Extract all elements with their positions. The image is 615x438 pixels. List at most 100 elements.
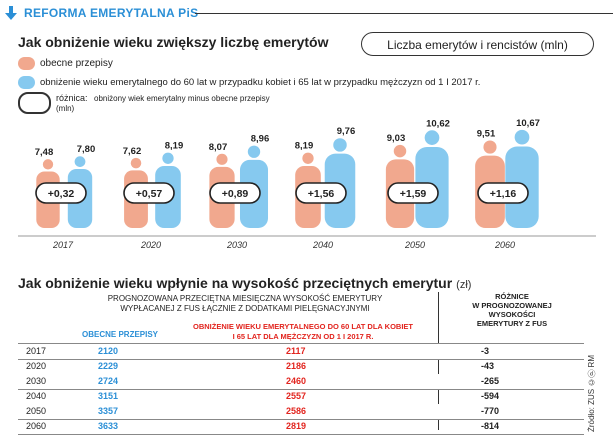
bar-lowered-2050: [415, 130, 449, 228]
difference-label-2040: +1,56: [308, 188, 335, 200]
difference-pill-2060: [477, 182, 529, 204]
value-label-current-2040: 8,19: [295, 141, 314, 152]
unit-label-box: Liczba emerytów i rencistów (mln): [361, 32, 594, 56]
table-row: 2050 3357 2586 -770: [18, 404, 584, 420]
table-row: 2030 2724 2460 -265: [18, 374, 584, 390]
legend-diff-title: różnica:: [56, 93, 88, 103]
cell-current: 3151: [98, 391, 119, 401]
legend-label-current: obecne przepisy: [40, 58, 113, 69]
section1-title: Jak obniżenie wieku zwiększy liczbę emer…: [18, 34, 329, 50]
x-tick-label-2020: 2020: [140, 240, 161, 250]
section2-unit: (zł): [456, 279, 472, 291]
table-header-diff-line1: RÓŻNICE: [495, 292, 529, 301]
bar-lowered-2040-head: [333, 138, 347, 152]
value-label-lowered-2040: 9,76: [337, 126, 356, 137]
cell-year: 2060: [26, 421, 47, 431]
legend-diff-unit: (mln): [56, 104, 75, 113]
difference-pill-2050: [387, 182, 439, 204]
legend-swatch-lowered: [18, 76, 35, 89]
bar-current-2020-head: [130, 157, 142, 169]
cell-diff: -265: [481, 376, 500, 386]
difference-pill-2017: [35, 182, 87, 204]
header-divider: [195, 13, 613, 14]
table-column-divider: [438, 292, 439, 430]
value-label-current-2030: 8,07: [209, 142, 228, 153]
legend-diff-label: różnica: obniżony wiek emerytalny minus …: [56, 93, 270, 103]
bar-lowered-2017-head: [74, 156, 86, 168]
cell-current: 2120: [98, 346, 119, 356]
bar-lowered-2060: [505, 129, 539, 228]
value-label-current-2050: 9,03: [387, 133, 406, 144]
cell-diff: -770: [481, 406, 500, 416]
value-label-lowered-2030: 8,96: [251, 134, 270, 145]
x-tick-label-2030: 2030: [226, 240, 247, 250]
x-tick-label-2017: 2017: [52, 240, 74, 250]
table-row: 2060 3633 2819 -814: [18, 419, 584, 435]
cell-lowered: 2586: [286, 406, 307, 416]
table-header-diff-line3: WYSOKOŚCI: [488, 310, 536, 319]
section2-title: Jak obniżenie wieku wpłynie na wysokość …: [18, 275, 471, 291]
bar-current-2060-head: [483, 140, 497, 154]
table-caption-line1: PROGNOZOWANA PRZECIĘTNA MIESIĘCZNA WYSOK…: [107, 294, 383, 303]
value-label-current-2020: 7,62: [123, 146, 142, 157]
table-header-diff-line2: W PROGNOZOWANEJ: [472, 301, 552, 310]
table-row: 2017 2120 2117 -3: [18, 344, 584, 360]
value-label-lowered-2017: 7,80: [77, 144, 96, 155]
cell-lowered: 2186: [286, 361, 307, 371]
difference-pill-2040: [295, 182, 347, 204]
value-label-lowered-2060: 10,67: [516, 118, 540, 129]
header-title: REFORMA EMERYTALNA PiS: [24, 6, 199, 20]
cell-lowered: 2117: [286, 346, 306, 356]
table-header-diff-line4: EMERYTURY Z FUS: [476, 319, 548, 328]
cell-year: 2050: [26, 406, 47, 416]
section2-title-text: Jak obniżenie wieku wpłynie na wysokość …: [18, 275, 453, 291]
legend-swatch-difference: [18, 92, 51, 114]
cell-diff: -3: [481, 346, 490, 356]
bar-current-2050-head: [393, 144, 407, 158]
table-header-lowered-line1: OBNIŻENIE WIEKU EMERYTALNEGO DO 60 LAT D…: [192, 322, 413, 331]
value-label-current-2017: 7,48: [35, 147, 54, 158]
legend-label-lowered: obniżenie wieku emerytalnego do 60 lat w…: [40, 77, 481, 88]
cell-current: 2229: [98, 361, 119, 371]
x-tick-label-2040: 2040: [312, 240, 333, 250]
cell-year: 2030: [26, 376, 47, 386]
difference-label-2030: +0,89: [222, 188, 249, 200]
cell-current: 3633: [98, 421, 119, 431]
difference-pill-2030: [209, 182, 261, 204]
difference-label-2050: +1,59: [400, 188, 427, 200]
cell-year: 2040: [26, 391, 47, 401]
value-label-lowered-2020: 8,19: [165, 141, 184, 152]
bar-lowered-2050-head: [424, 130, 440, 145]
bar-current-2040-head: [302, 152, 314, 164]
bar-lowered-2060-head: [514, 129, 530, 145]
table-header-current: OBECNE PRZEPISY: [82, 330, 159, 339]
cell-current: 3357: [98, 406, 119, 416]
bar-current-2017-head: [42, 159, 54, 170]
value-label-lowered-2050: 10,62: [426, 118, 450, 129]
table-caption: PROGNOZOWANA PRZECIĘTNA MIESIĘCZNA WYSOK…: [60, 294, 430, 314]
table-row: 2020 2229 2186 -43: [18, 359, 584, 375]
x-tick-label-2050: 2050: [404, 240, 425, 250]
difference-label-2060: +1,16: [490, 188, 517, 200]
arrow-down-icon: [5, 6, 17, 20]
table-header-lowered-line2: I 65 LAT DLA MĘŻCZYZN OD 1 I 2017 R.: [232, 332, 374, 341]
cell-lowered: 2460: [286, 376, 307, 386]
table-top-rule: [18, 343, 584, 344]
table-header-lowered: OBNIŻENIE WIEKU EMERYTALNEGO DO 60 LAT D…: [178, 322, 428, 342]
table-header-diff: RÓŻNICE W PROGNOZOWANEJ WYSOKOŚCI EMERYT…: [440, 292, 584, 328]
cell-lowered: 2557: [286, 391, 307, 401]
bar-lowered-2020-head: [162, 152, 174, 164]
legend-swatch-current: [18, 57, 35, 70]
legend-diff-desc: obniżony wiek emerytalny minus obecne pr…: [94, 94, 270, 103]
difference-label-2020: +0,57: [136, 188, 163, 200]
table-row: 2040 3151 2557 -594: [18, 389, 584, 405]
value-label-current-2060: 9,51: [477, 129, 496, 140]
cell-diff: -814: [481, 421, 500, 431]
x-tick-label-2060: 2060: [494, 240, 515, 250]
cell-year: 2017: [26, 346, 47, 356]
cell-year: 2020: [26, 361, 47, 371]
difference-pill-2020: [123, 182, 175, 204]
cell-lowered: 2819: [286, 421, 307, 431]
cell-current: 2724: [98, 376, 119, 386]
bar-lowered-2030-head: [247, 145, 261, 158]
